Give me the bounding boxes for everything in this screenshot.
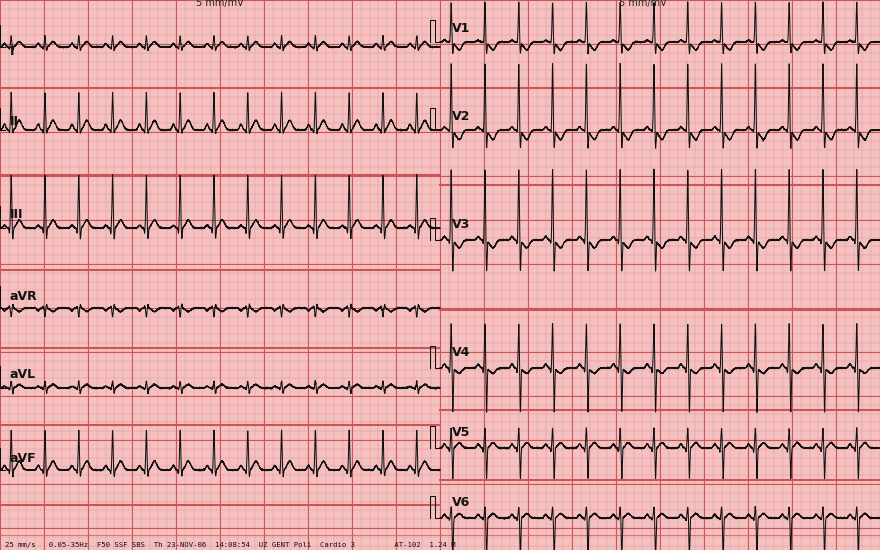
Text: aVF: aVF: [10, 452, 37, 465]
Text: V2: V2: [452, 110, 471, 123]
Text: II: II: [10, 115, 19, 128]
Text: V5: V5: [452, 426, 471, 439]
Text: aVR: aVR: [10, 290, 38, 303]
Text: V4: V4: [452, 346, 471, 359]
Text: 5 mm/mV: 5 mm/mV: [196, 0, 244, 8]
Text: I: I: [10, 45, 14, 58]
Text: V3: V3: [452, 218, 470, 231]
Text: aVL: aVL: [10, 368, 36, 381]
Text: 5 mm/mV: 5 mm/mV: [619, 0, 666, 8]
Text: V1: V1: [452, 22, 471, 35]
Text: 25 mm/s   0.05-35Hz  F50 SSF SBS  Th 23-NOV-06  14:08:54  UZ GENT Poli  Cardio 3: 25 mm/s 0.05-35Hz F50 SSF SBS Th 23-NOV-…: [5, 542, 456, 548]
Text: III: III: [10, 208, 24, 221]
Text: V6: V6: [452, 496, 470, 509]
